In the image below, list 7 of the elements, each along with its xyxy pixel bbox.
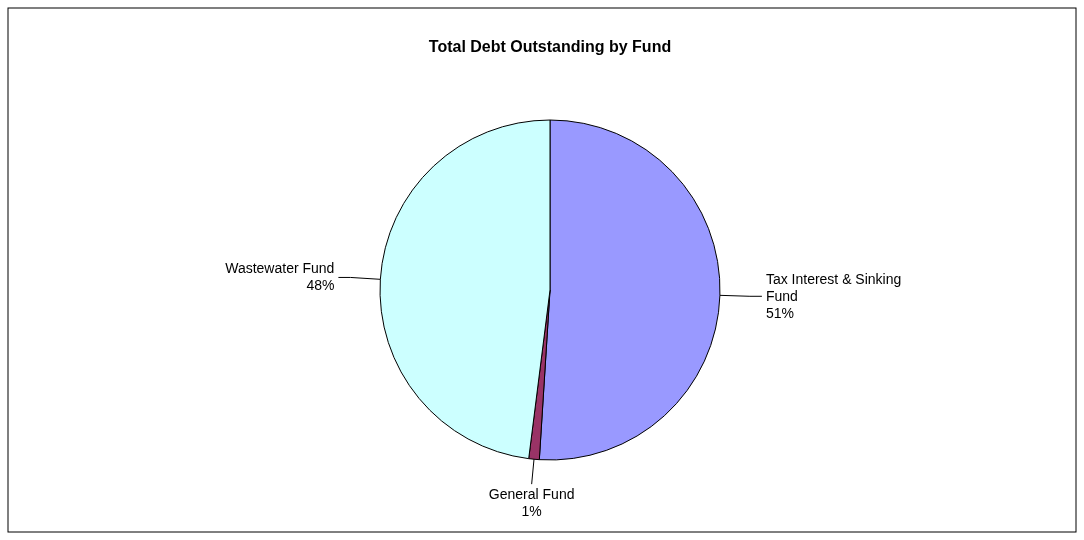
slice-label: General Fund <box>488 486 575 503</box>
data-label: 51% <box>765 304 794 321</box>
slice-label: Tax Interest & Sinking Fund <box>765 270 902 304</box>
chart-title: Total Debt Outstanding by Fund <box>428 38 672 55</box>
slice-label: Wastewater Fund <box>225 260 335 277</box>
data-label: 1% <box>521 503 542 520</box>
data-label: 48% <box>306 277 335 294</box>
